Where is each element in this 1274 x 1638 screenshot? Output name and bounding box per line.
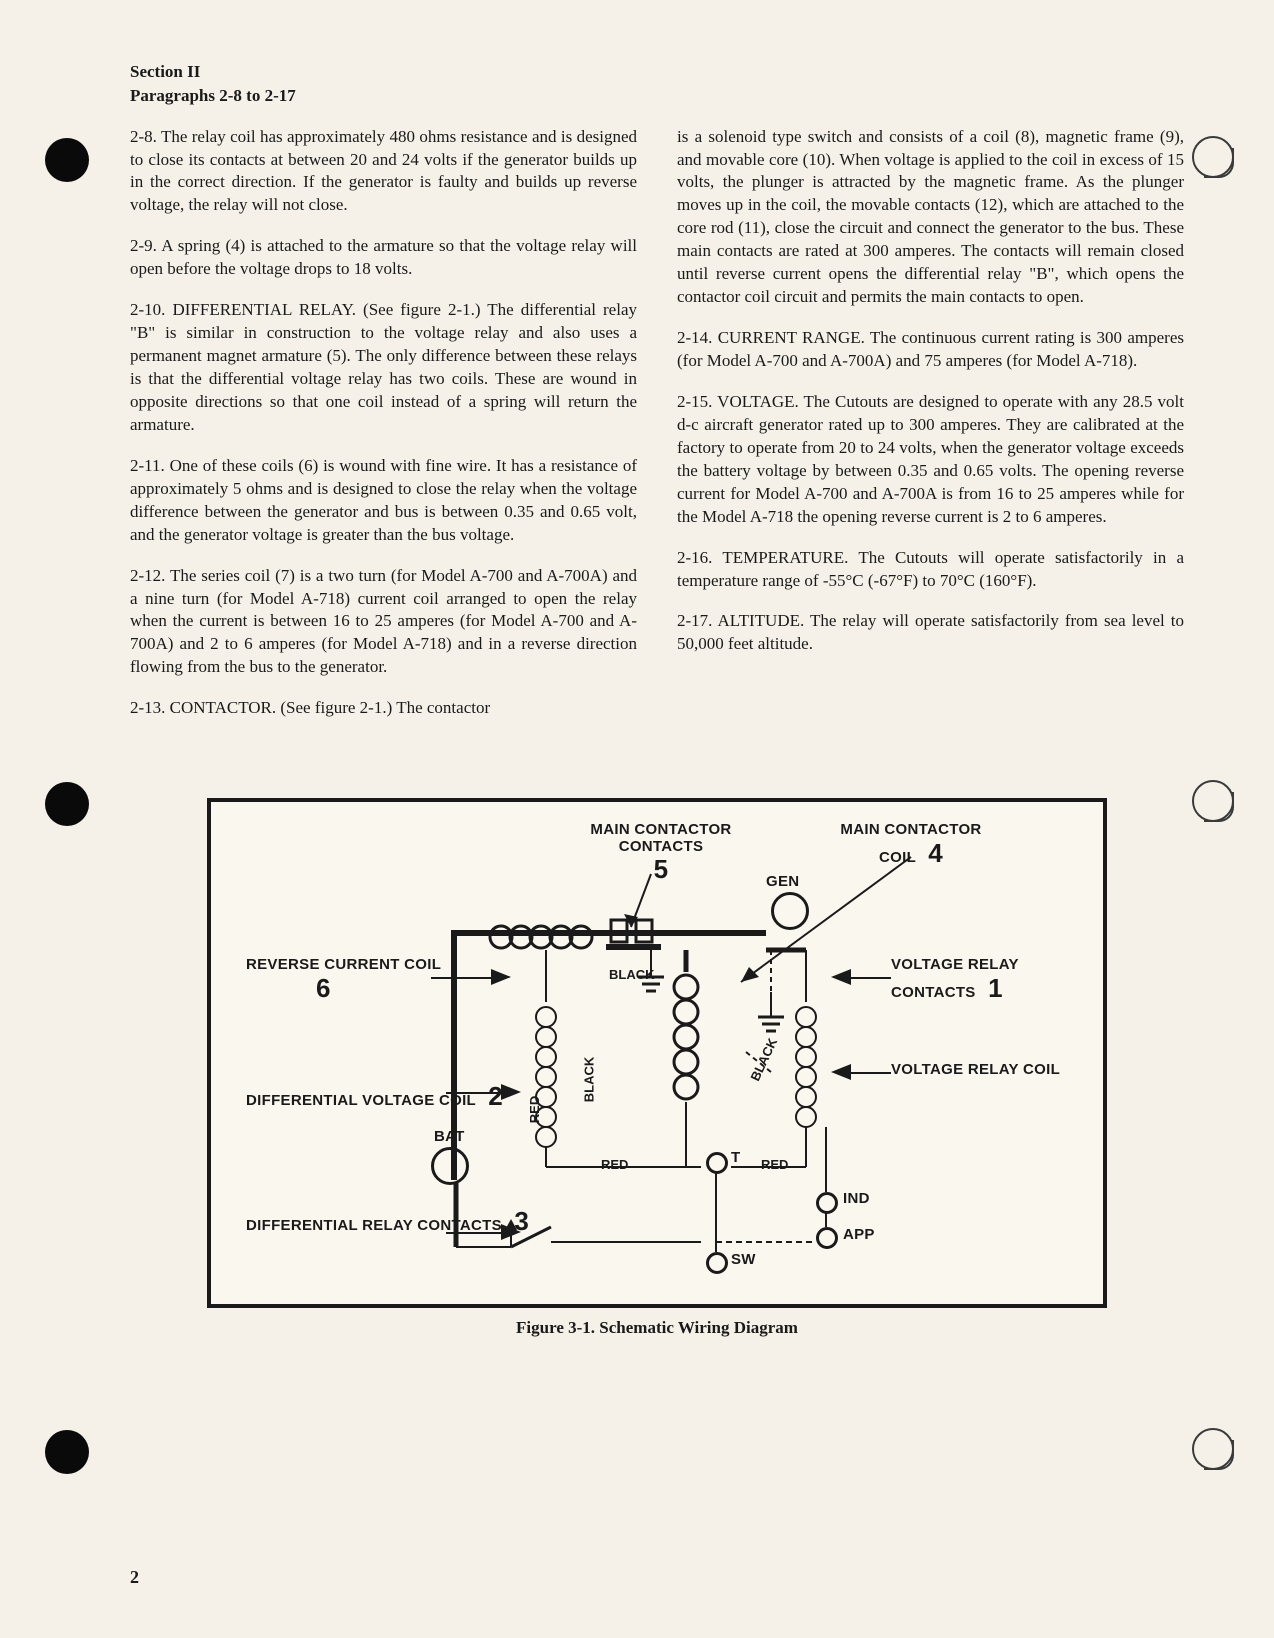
- figure-container: MAIN CONTACTOR CONTACTS 5 MAIN CONTACTOR…: [207, 798, 1107, 1338]
- label-main-contactor-coil: MAIN CONTACTOR COIL 4: [831, 822, 991, 867]
- page-number: 2: [130, 1567, 139, 1588]
- label-t: T: [731, 1150, 740, 1167]
- section-label: Section II: [130, 60, 1184, 84]
- label-ind: IND: [843, 1191, 870, 1208]
- terminal-gen: [771, 892, 809, 930]
- punch-hole: [45, 782, 89, 826]
- terminal-ind: [816, 1192, 838, 1214]
- paragraph-2-8: 2-8. The relay coil has approximately 48…: [130, 126, 637, 218]
- margin-marker: [1192, 780, 1234, 822]
- terminal-app: [816, 1227, 838, 1249]
- figure-caption: Figure 3-1. Schematic Wiring Diagram: [207, 1318, 1107, 1338]
- paragraphs-range: Paragraphs 2-8 to 2-17: [130, 84, 1184, 108]
- paragraph-2-13-cont: is a solenoid type switch and consists o…: [677, 126, 1184, 310]
- wire-label-black: BLACK: [609, 967, 655, 982]
- punch-hole: [45, 1430, 89, 1474]
- paragraph-2-9: 2-9. A spring (4) is attached to the arm…: [130, 235, 637, 281]
- lead-line: [431, 977, 491, 979]
- wire-label-black: BLACK: [747, 1036, 780, 1084]
- text-columns: 2-8. The relay coil has approximately 48…: [130, 126, 1184, 739]
- paragraph-2-16: 2-16. TEMPERATURE. The Cutouts will oper…: [677, 547, 1184, 593]
- lead-line: [851, 1072, 891, 1074]
- terminal-bat: [431, 1147, 469, 1185]
- label-voltage-relay-coil: VOLTAGE RELAY COIL: [891, 1062, 1060, 1079]
- label-voltage-relay-contacts: VOLTAGE RELAY CONTACTS 1: [891, 957, 1103, 1002]
- right-column: is a solenoid type switch and consists o…: [677, 126, 1184, 739]
- schematic-figure: MAIN CONTACTOR CONTACTS 5 MAIN CONTACTOR…: [207, 798, 1107, 1308]
- margin-marker: [1192, 136, 1234, 178]
- lead-line: [446, 1232, 501, 1234]
- paragraph-2-15: 2-15. VOLTAGE. The Cutouts are designed …: [677, 391, 1184, 529]
- arrow-icon: [831, 1064, 851, 1080]
- wire-label-red: RED: [527, 1096, 542, 1123]
- label-gen: GEN: [766, 874, 799, 891]
- paragraph-2-17: 2-17. ALTITUDE. The relay will operate s…: [677, 610, 1184, 656]
- terminal-t: [706, 1152, 728, 1174]
- lead-line: [851, 977, 891, 979]
- wire-label-red: RED: [601, 1157, 628, 1172]
- arrow-icon: [501, 1224, 521, 1240]
- wire-label-red: RED: [761, 1157, 788, 1172]
- bus-line: [451, 930, 457, 1180]
- page-header: Section II Paragraphs 2-8 to 2-17: [130, 60, 1184, 108]
- schematic-content: MAIN CONTACTOR CONTACTS 5 MAIN CONTACTOR…: [211, 802, 1103, 1304]
- bus-line: [451, 930, 766, 936]
- arrow-icon: [491, 969, 511, 985]
- label-reverse-current-coil: REVERSE CURRENT COIL 6: [246, 957, 441, 1002]
- paragraph-2-13: 2-13. CONTACTOR. (See figure 2-1.) The c…: [130, 697, 637, 720]
- terminal-sw: [706, 1252, 728, 1274]
- paragraph-2-14: 2-14. CURRENT RANGE. The continuous curr…: [677, 327, 1184, 373]
- arrow-icon: [501, 1084, 521, 1100]
- paragraph-2-11: 2-11. One of these coils (6) is wound wi…: [130, 455, 637, 547]
- left-column: 2-8. The relay coil has approximately 48…: [130, 126, 637, 739]
- punch-hole: [45, 138, 89, 182]
- label-sw: SW: [731, 1252, 756, 1269]
- paragraph-2-12: 2-12. The series coil (7) is a two turn …: [130, 565, 637, 680]
- label-main-contactor-contacts: MAIN CONTACTOR CONTACTS 5: [581, 822, 741, 884]
- label-differential-voltage-coil: DIFFERENTIAL VOLTAGE COIL 2: [246, 1082, 503, 1111]
- paragraph-2-10: 2-10. DIFFERENTIAL RELAY. (See figure 2-…: [130, 299, 637, 437]
- label-app: APP: [843, 1227, 875, 1244]
- arrow-icon: [831, 969, 851, 985]
- margin-marker: [1192, 1428, 1234, 1470]
- label-bat: BAT: [434, 1129, 465, 1146]
- wire-label-black: BLACK: [581, 1057, 596, 1103]
- lead-line: [446, 1092, 501, 1094]
